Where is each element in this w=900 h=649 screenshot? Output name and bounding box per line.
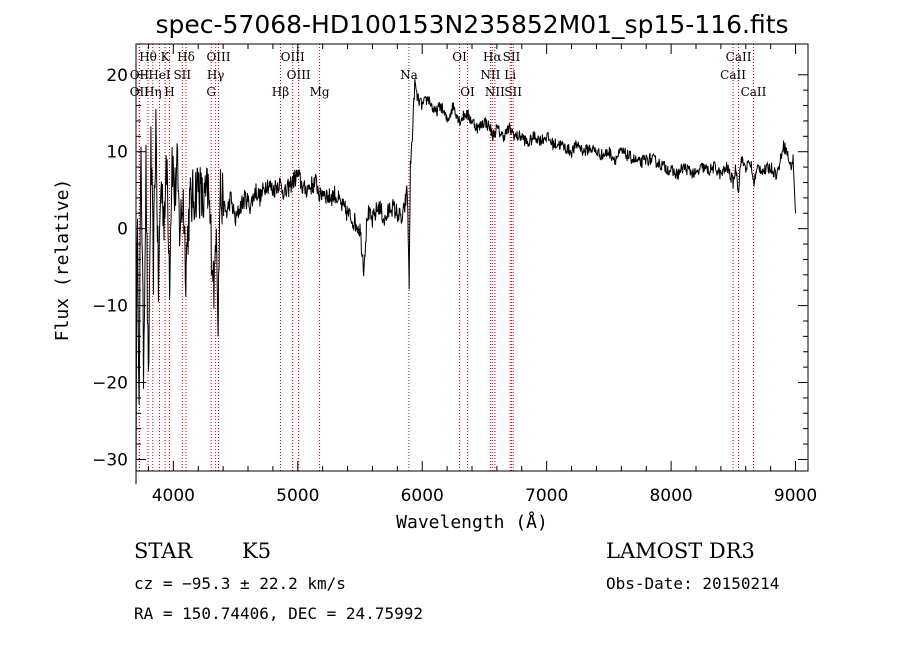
line-label-nii: NII	[480, 68, 500, 82]
x-tick-label: 9000	[774, 486, 817, 506]
line-label-g: G	[206, 85, 216, 99]
cz-label: cz = −95.3 ± 22.2 km/s	[134, 574, 346, 593]
x-tick-label: 7000	[525, 486, 568, 506]
y-tick-label: −20	[92, 374, 128, 394]
line-label-h: H	[164, 85, 174, 99]
x-tick-label: 4000	[152, 486, 195, 506]
y-tick-label: 10	[106, 143, 128, 163]
x-tick-label: 5000	[276, 486, 319, 506]
line-label-oii: OII	[130, 85, 150, 99]
line-label-oi: OI	[460, 85, 475, 99]
line-label-li: Li	[504, 68, 516, 82]
line-label-hα: Hα	[483, 50, 502, 64]
line-label-nii: NII	[485, 85, 505, 99]
line-label-sii: SII	[173, 68, 191, 82]
plot-frame	[135, 43, 809, 472]
line-label-hη: Hη	[144, 85, 162, 99]
line-label-na: Na	[400, 68, 418, 82]
y-tick-label: −10	[92, 297, 128, 317]
chart-title: spec-57068-HD100153N235852M01_sp15-116.f…	[155, 10, 788, 39]
y-axis-label: Flux (relative)	[52, 179, 73, 342]
y-tick-label: −30	[92, 450, 128, 470]
x-tick-label: 8000	[649, 486, 692, 506]
x-tick-label: 6000	[401, 486, 444, 506]
line-label-hδ: Hδ	[177, 50, 195, 64]
x-axis: 4000 5000 6000 7000 8000 9000	[147, 44, 817, 506]
subclass-label: K5	[242, 539, 271, 563]
line-label-hθ: Hθ	[139, 50, 157, 64]
line-label-hβ: Hβ	[272, 85, 289, 99]
line-label-oi: OI	[452, 50, 467, 64]
line-label-hei: HeI	[148, 68, 171, 82]
line-label-hγ: Hγ	[207, 68, 225, 82]
line-label-caii: CaII	[720, 68, 746, 82]
y-tick-label: 0	[117, 220, 128, 240]
line-markers	[138, 44, 754, 471]
line-label-oiii: OIII	[281, 50, 305, 64]
line-label-oii: OII	[130, 68, 150, 82]
spectrum-line	[135, 79, 797, 485]
obs-date-label: Obs-Date: 20150214	[606, 574, 779, 593]
line-label-caii: CaII	[726, 50, 752, 64]
x-axis-label: Wavelength (Å)	[396, 511, 548, 533]
radec-label: RA = 150.74406, DEC = 24.75992	[134, 604, 423, 623]
line-label-mg: Mg	[310, 85, 330, 99]
class-label: STAR	[134, 539, 193, 563]
line-label-caii: CaII	[741, 85, 767, 99]
line-label-k: K	[161, 50, 171, 64]
line-label-sii: SII	[503, 50, 521, 64]
survey-label: LAMOST DR3	[606, 539, 755, 563]
y-axis: −30 −20 −10 0 10 20	[92, 66, 808, 470]
line-label-sii: SII	[504, 85, 522, 99]
line-label-oiii: OIII	[206, 50, 230, 64]
y-tick-label: 20	[106, 66, 128, 86]
line-label-oiii: OIII	[287, 68, 311, 82]
